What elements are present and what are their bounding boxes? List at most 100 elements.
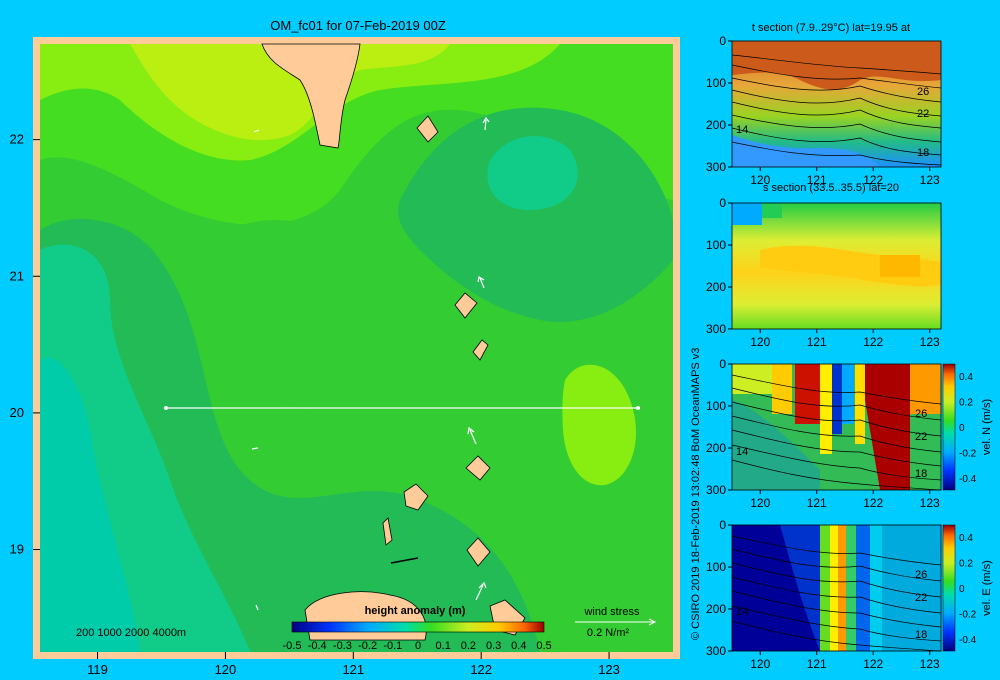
vel-n-colorbar-ticks: 0.4 0.2 0 -0.2 -0.4 — [959, 372, 977, 485]
map-y-axis: 19 20 21 22 — [10, 132, 40, 557]
colorbar-tick-label: 0.3 — [486, 640, 501, 652]
section-y-tick-label: 100 — [706, 560, 726, 574]
vel-n-section-panel — [731, 364, 942, 491]
s-section-axes: 120 121 122 123 0 100 200 300 — [706, 196, 942, 349]
y-tick-label: 20 — [10, 405, 24, 420]
colorbar-tick-label: -0.2 — [959, 610, 977, 621]
section-y-tick-label: 300 — [706, 322, 726, 336]
section-x-tick-label: 120 — [750, 657, 770, 671]
wind-stress-arrows — [251, 116, 490, 611]
vel-n-colorbar-label: vel. N (m/s) — [981, 399, 993, 455]
colorbar-tick-label: 0.2 — [959, 398, 973, 409]
colorbar-tick-label: 0 — [959, 584, 965, 595]
colorbar — [291, 621, 545, 633]
section-y-tick-label: 200 — [706, 118, 726, 132]
section-y-tick-label: 0 — [719, 357, 726, 371]
map-title: OM_fc01 for 07-Feb-2019 00Z — [270, 18, 446, 33]
vel-n-contour-label: 14 — [736, 446, 748, 458]
vel-e-section-panel — [731, 525, 942, 652]
map-x-axis: 119 120 121 122 123 — [87, 652, 620, 677]
section-y-tick-label: 0 — [719, 34, 726, 48]
section-x-tick-label: 120 — [750, 173, 770, 187]
section-y-tick-label: 100 — [706, 76, 726, 90]
colorbar-tick-label: 0.4 — [511, 640, 526, 652]
colorbar-tick-label: -0.4 — [959, 474, 977, 485]
vel-e-colorbar-ticks: 0.4 0.2 0 -0.2 -0.4 — [959, 533, 977, 646]
colorbar-tick-label: 0.4 — [959, 533, 973, 544]
vel-e-section-axes: 120 121 122 123 0 100 200 300 — [706, 518, 942, 671]
section-y-tick-label: 0 — [719, 196, 726, 210]
vel-n-contour-labels: 26 22 18 14 — [736, 408, 927, 480]
colorbar-tick-label: 0 — [415, 640, 421, 652]
colorbar-tick-label: 0 — [959, 423, 965, 434]
t-section-contour-labels: 26 22 18 14 — [736, 86, 929, 159]
colorbar-tick-label: 0.2 — [461, 640, 476, 652]
section-x-tick-label: 123 — [920, 657, 940, 671]
t-contour-label: 22 — [917, 108, 929, 120]
t-contour-label: 18 — [917, 147, 929, 159]
section-y-tick-label: 200 — [706, 280, 726, 294]
section-start-marker — [164, 406, 168, 410]
section-x-tick-label: 122 — [863, 335, 883, 349]
colorbar-tick-label: 0.4 — [959, 372, 973, 383]
colorbar-tick-label: -0.3 — [333, 640, 352, 652]
section-x-tick-label: 121 — [807, 657, 827, 671]
colorbar-label: height anomaly (m) — [365, 605, 466, 617]
vel-e-contour-label: 14 — [736, 606, 748, 618]
section-x-tick-label: 120 — [750, 496, 770, 510]
t-section-title: t section (7.9..29°C) lat=19.95 at — [752, 22, 910, 34]
section-x-tick-label: 122 — [863, 657, 883, 671]
colorbar-tick-label: -0.2 — [358, 640, 377, 652]
s-section-title: s section (33.5..35.5) lat=20 — [763, 182, 899, 194]
section-y-tick-label: 100 — [706, 238, 726, 252]
vel-n-section-axes: 120 121 122 123 0 100 200 300 — [706, 357, 942, 510]
section-y-tick-label: 100 — [706, 399, 726, 413]
section-x-tick-label: 121 — [807, 496, 827, 510]
vel-e-colorbar — [942, 524, 956, 652]
t-contour-label: 26 — [917, 86, 929, 98]
section-frame — [731, 202, 942, 330]
x-tick-label: 120 — [215, 662, 237, 677]
colorbar-ticks: -0.5 -0.4 -0.3 -0.2 -0.1 0 0.1 0.2 0.3 0.4 0.5 — [283, 640, 552, 652]
s-section-panel — [732, 203, 941, 329]
colorbar-tick-label: -0.5 — [283, 640, 302, 652]
section-frame — [731, 40, 942, 168]
x-tick-label: 121 — [342, 662, 364, 677]
vel-n-contour-label: 22 — [915, 431, 927, 443]
section-y-tick-label: 300 — [706, 160, 726, 174]
t-section-axes: 120 121 122 123 0 100 200 300 — [706, 34, 942, 187]
shoal-mark — [390, 557, 419, 564]
side-credit: © CSIRO 2019 18-Feb-2019 13:02:48 BoM Oc… — [690, 348, 702, 640]
vel-e-contour-label: 18 — [915, 629, 927, 641]
y-tick-label: 22 — [10, 132, 24, 147]
section-x-tick-label: 122 — [863, 496, 883, 510]
section-x-tick-label: 121 — [807, 173, 827, 187]
wind-stress-label: wind stress — [583, 606, 640, 618]
wind-stress-value: 0.2 N/m² — [587, 627, 630, 639]
section-frame — [731, 524, 942, 652]
colorbar-tick-label: 0.1 — [436, 640, 451, 652]
vel-n-colorbar — [942, 363, 956, 491]
x-tick-label: 119 — [87, 662, 108, 677]
colorbar-tick-label: -0.1 — [383, 640, 402, 652]
x-tick-label: 123 — [598, 662, 620, 677]
y-tick-label: 21 — [10, 268, 24, 283]
colorbar-tick-label: -0.4 — [959, 635, 977, 646]
colorbar-tick-label: 0.5 — [536, 640, 551, 652]
section-frame — [731, 363, 942, 491]
t-contour-label: 14 — [736, 124, 748, 136]
colorbar-tick-label: -0.2 — [959, 449, 977, 460]
section-y-tick-label: 0 — [719, 518, 726, 532]
height-anomaly-field — [40, 44, 673, 652]
section-end-marker — [636, 406, 640, 410]
x-tick-label: 122 — [470, 662, 492, 677]
bathymetry-legend: 200 1000 2000 4000m — [76, 627, 186, 639]
section-y-tick-label: 300 — [706, 483, 726, 497]
colorbar-tick-label: 0.2 — [959, 559, 973, 570]
vel-e-contour-labels: 26 22 18 14 — [736, 569, 927, 641]
section-x-tick-label: 123 — [920, 335, 940, 349]
section-x-tick-label: 123 — [920, 173, 940, 187]
section-x-tick-label: 121 — [807, 335, 827, 349]
section-y-tick-label: 200 — [706, 441, 726, 455]
